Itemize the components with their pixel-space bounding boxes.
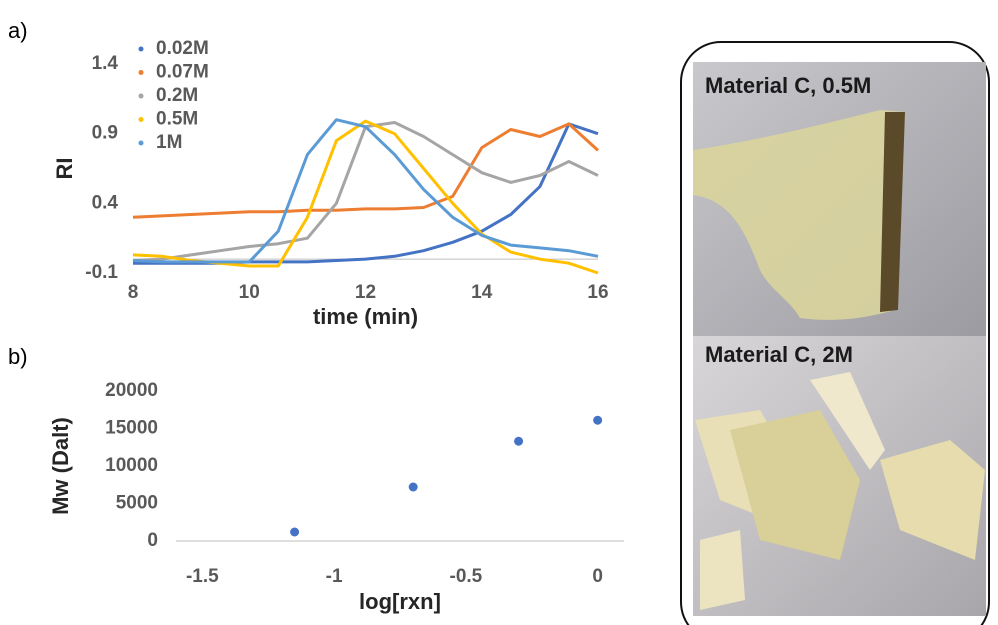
figure: a) b) Material C, 0.5M Material C, 2M -0… [0, 0, 998, 625]
legend-marker [139, 117, 144, 122]
legend-label: 0.02M [156, 38, 209, 59]
y-tick-label: 10000 [105, 455, 158, 476]
y-tick-label: 15000 [105, 418, 158, 439]
x-tick-label: -1 [326, 566, 343, 587]
legend-marker [139, 70, 144, 75]
scatter-point [290, 528, 299, 537]
x-tick-label: 14 [471, 282, 493, 303]
x-tick-label: 12 [355, 282, 376, 303]
legend-marker [139, 47, 144, 52]
y-tick-label: 0.9 [92, 123, 118, 144]
scatter-point [409, 483, 418, 492]
legend-label: 0.07M [156, 62, 209, 83]
photo-label: Material C, 2M [705, 342, 853, 367]
legend-label: 0.5M [156, 109, 198, 130]
series-line [133, 124, 598, 263]
x-tick-label: 10 [239, 282, 260, 303]
x-tick-label: -0.5 [450, 566, 483, 587]
x-tick-label: -1.5 [186, 566, 219, 587]
panel-label: a) [8, 18, 28, 43]
legend-label: 0.2M [156, 85, 198, 106]
y-tick-label: -0.1 [85, 262, 118, 283]
y-tick-label: 5000 [116, 493, 158, 514]
photo-label: Material C, 0.5M [705, 73, 871, 98]
page: a) b) Material C, 0.5M Material C, 2M -0… [0, 0, 998, 625]
scatter-point [514, 437, 523, 446]
y-tick-label: 0 [147, 530, 158, 551]
y-axis-title: RI [52, 158, 77, 180]
series-line [133, 123, 598, 261]
x-axis-title: log[rxn] [359, 589, 441, 614]
y-tick-label: 1.4 [92, 53, 119, 74]
x-tick-label: 16 [587, 282, 608, 303]
y-tick-label: 20000 [105, 380, 158, 401]
x-tick-label: 0 [592, 566, 603, 587]
panel-label: b) [8, 344, 28, 369]
y-axis-title: Mw (Dalt) [48, 417, 73, 515]
photo-sample [700, 530, 745, 610]
legend-label: 1M [156, 132, 182, 153]
series-line [133, 120, 598, 262]
scatter-point [593, 416, 602, 425]
y-tick-label: 0.4 [92, 192, 119, 213]
series-line [133, 124, 598, 217]
photo-panel: Material C, 0.5M Material C, 2M [681, 42, 989, 625]
x-axis-title: time (min) [313, 304, 418, 329]
x-tick-label: 8 [128, 282, 139, 303]
legend-marker [139, 141, 144, 146]
legend-marker [139, 94, 144, 99]
